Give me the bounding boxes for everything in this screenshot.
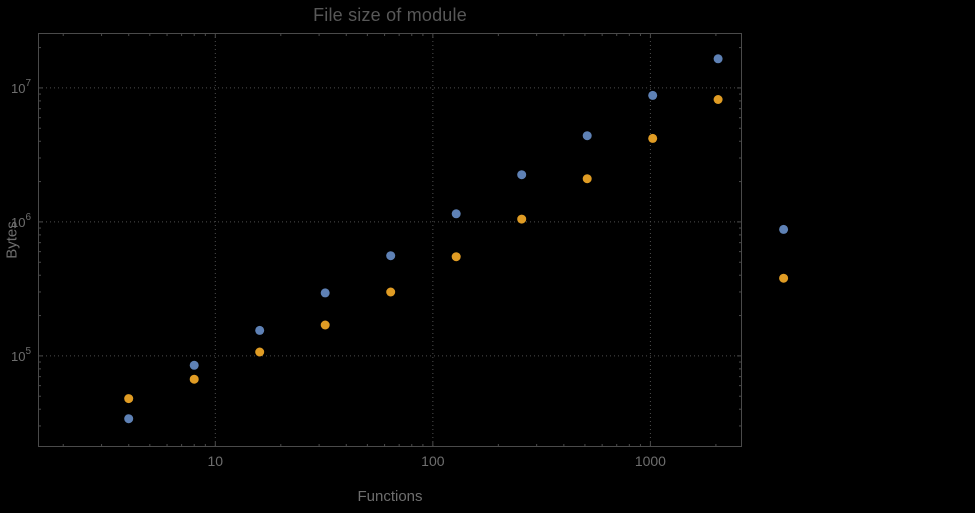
data-point [648, 90, 658, 100]
plot-frame [38, 33, 742, 447]
gridlines [38, 33, 742, 447]
data-point [255, 347, 265, 357]
data-point [713, 54, 723, 64]
data-point [189, 374, 199, 384]
data-point [386, 287, 396, 297]
data-point [124, 414, 134, 424]
series-orange-series-points [124, 95, 789, 404]
y-tick-label: 107 [11, 78, 31, 96]
tick-labels: 10 100 1000 105 106 107 [11, 78, 666, 469]
data-point [124, 394, 134, 404]
data-point [386, 251, 396, 261]
data-point [320, 320, 330, 330]
data-point [582, 174, 592, 184]
data-point [713, 95, 723, 104]
data-point [779, 224, 789, 234]
data-point [451, 252, 461, 262]
data-point [517, 170, 527, 180]
data-point [779, 273, 789, 283]
axis-ticks [38, 33, 742, 447]
series-blue-series-points [124, 54, 789, 424]
data-point [648, 133, 658, 143]
data-point [255, 325, 265, 335]
y-axis-label: Bytes [3, 221, 21, 259]
x-axis-label: Functions [357, 488, 423, 505]
x-tick-label: 100 [421, 453, 445, 469]
chart-title: File size of module [313, 5, 467, 25]
y-tick-label: 106 [11, 212, 31, 230]
y-tick-label: 105 [11, 346, 31, 364]
x-tick-label: 1000 [635, 453, 666, 469]
data-point [582, 131, 592, 141]
data-point [517, 214, 527, 224]
data-point [451, 209, 461, 219]
x-tick-label: 10 [208, 453, 224, 469]
data-point [189, 360, 199, 370]
data-point [320, 288, 330, 298]
